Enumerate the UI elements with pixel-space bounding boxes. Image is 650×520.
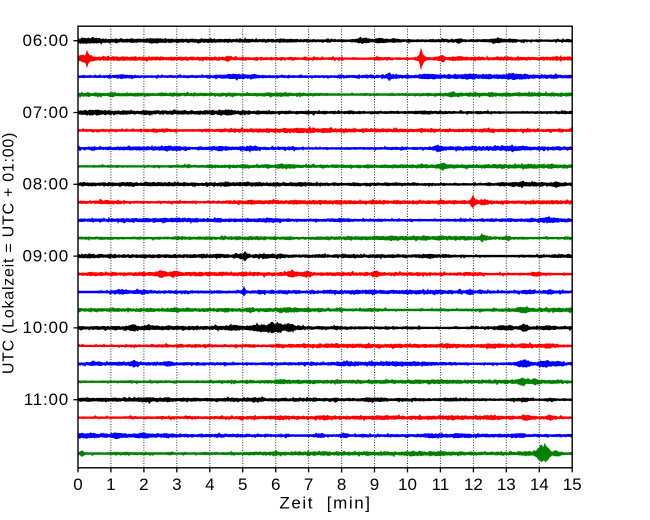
svg-text:2: 2 [139, 475, 148, 494]
svg-text:UTC (Lokalzeit = UTC + 01:00): UTC (Lokalzeit = UTC + 01:00) [1, 132, 18, 374]
svg-text:13: 13 [497, 475, 516, 494]
svg-text:08:00: 08:00 [22, 175, 69, 194]
svg-text:Zeit [min]: Zeit [min] [279, 494, 371, 513]
svg-text:7: 7 [304, 475, 313, 494]
svg-text:11:00: 11:00 [24, 390, 69, 409]
svg-text:06:00: 06:00 [22, 31, 69, 50]
svg-text:3: 3 [172, 475, 181, 494]
svg-text:15: 15 [563, 475, 582, 494]
svg-text:4: 4 [205, 475, 214, 494]
svg-text:10: 10 [398, 475, 417, 494]
svg-text:14: 14 [530, 475, 549, 494]
svg-text:9: 9 [370, 475, 379, 494]
svg-text:8: 8 [337, 475, 346, 494]
svg-text:6: 6 [271, 475, 280, 494]
svg-text:10:00: 10:00 [22, 318, 69, 337]
svg-text:5: 5 [238, 475, 247, 494]
svg-text:07:00: 07:00 [22, 103, 69, 122]
svg-text:09:00: 09:00 [22, 246, 69, 265]
svg-text:12: 12 [464, 475, 483, 494]
svg-text:11: 11 [432, 475, 450, 494]
svg-text:0: 0 [73, 475, 82, 494]
svg-text:1: 1 [106, 475, 115, 494]
